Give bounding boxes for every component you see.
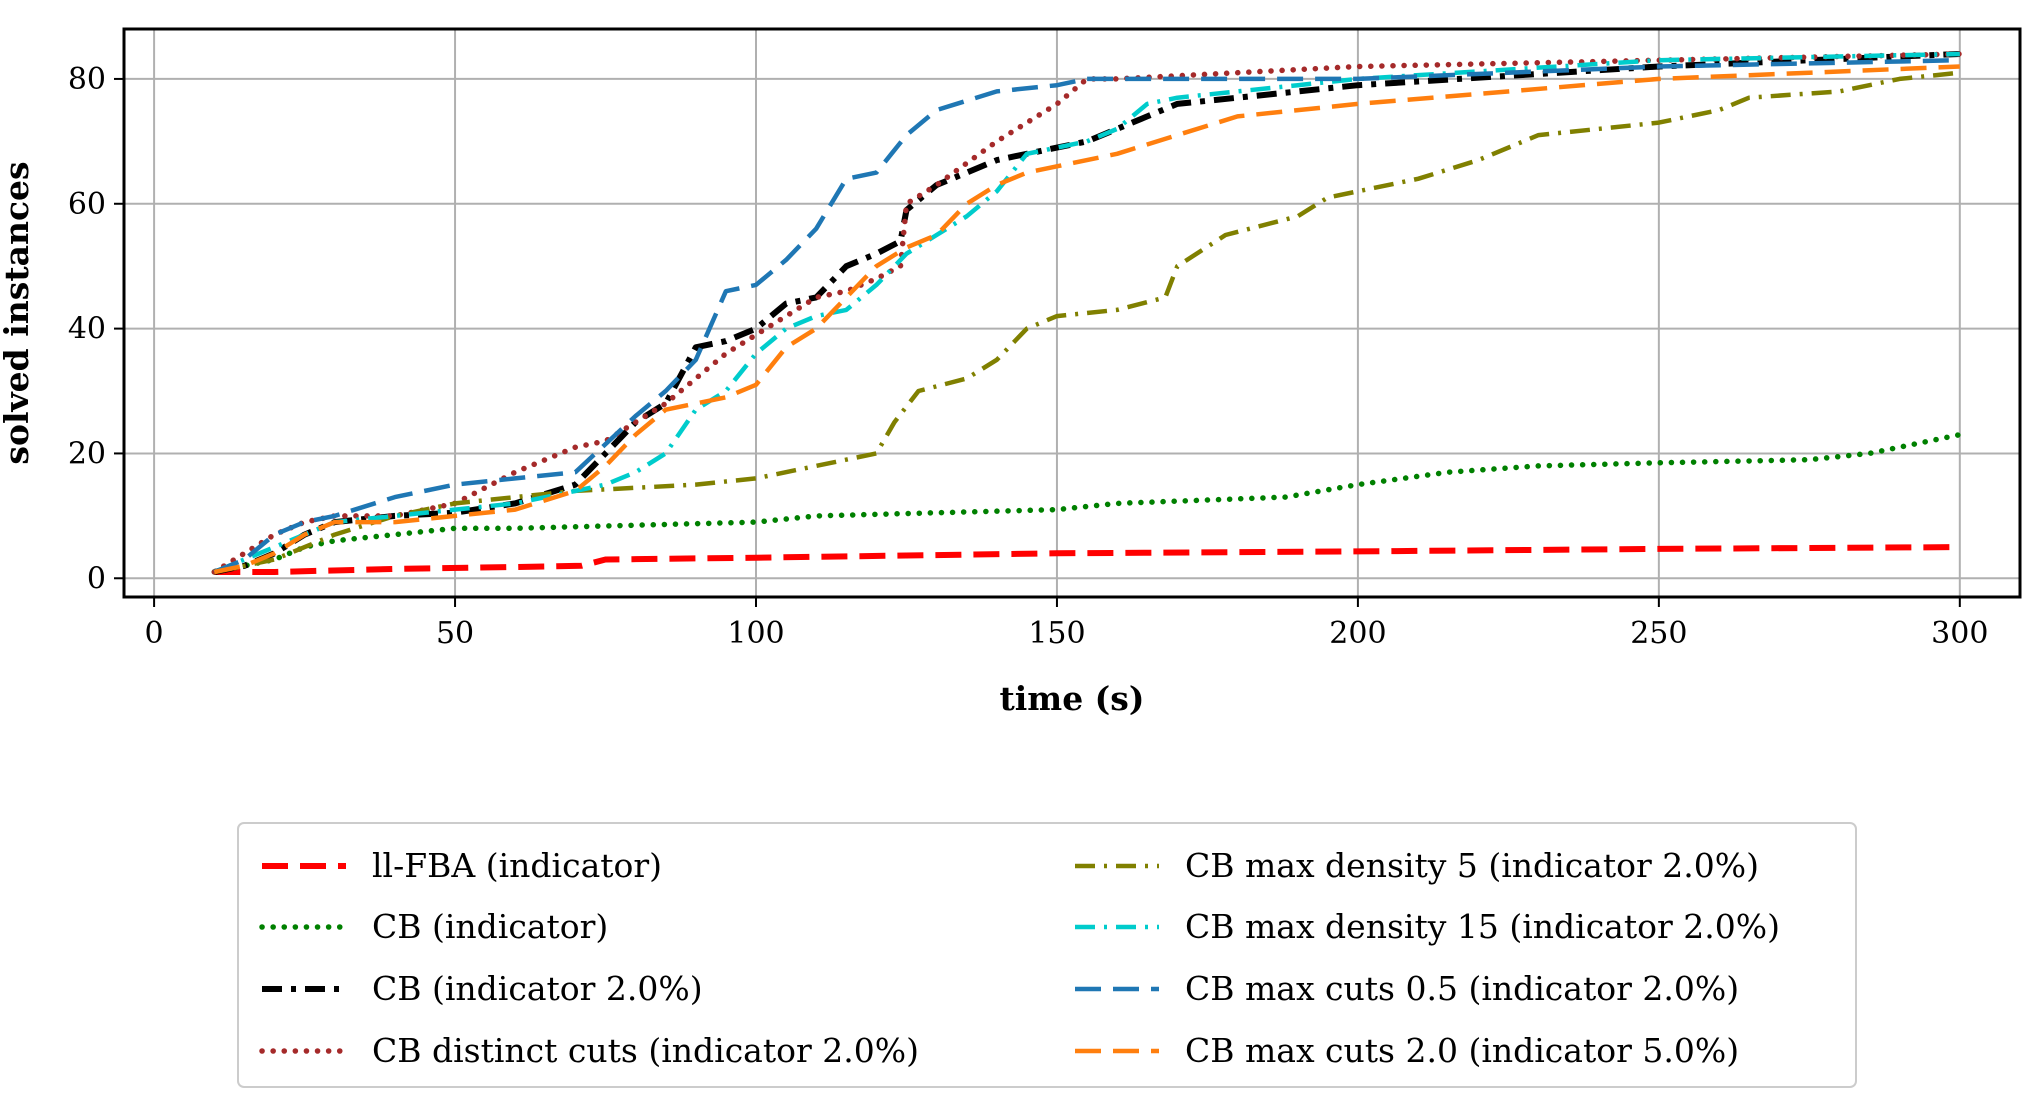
legend-label: CB (indicator 2.0%) (372, 969, 703, 1008)
legend-label: CB distinct cuts (indicator 2.0%) (372, 1031, 919, 1070)
legend-label: CB max density 15 (indicator 2.0%) (1185, 907, 1780, 946)
series-line-6 (213, 51, 1960, 575)
x-tick-label: 250 (1630, 616, 1687, 651)
x-axis-title: time (s) (1000, 679, 1145, 718)
x-tick-label: 200 (1329, 616, 1386, 651)
x-tick-label: 300 (1931, 616, 1988, 651)
legend: ll-FBA (indicator) CB (indicator) CB (indi… (237, 822, 1857, 1088)
axis-ticks: 0 50 100 150 200 250 300 0 20 40 60 80 (68, 62, 1989, 651)
y-tick-label: 40 (68, 312, 106, 347)
legend-label: CB max cuts 2.0 (indicator 5.0%) (1185, 1031, 1739, 1070)
y-tick-label: 60 (68, 187, 106, 222)
y-tick-label: 80 (68, 62, 106, 97)
x-tick-label: 50 (436, 616, 474, 651)
grid-lines (124, 29, 2020, 597)
x-tick-label: 100 (727, 616, 784, 651)
legend-label: CB max density 5 (indicator 2.0%) (1185, 846, 1759, 885)
series-line-1 (214, 544, 1960, 575)
series-lines (211, 51, 1963, 575)
y-axis-title: solved instances (0, 161, 36, 464)
x-tick-label: 0 (145, 616, 164, 651)
x-tick-label: 150 (1028, 616, 1085, 651)
legend-label: CB max cuts 0.5 (indicator 2.0%) (1185, 969, 1739, 1008)
legend-box (237, 822, 1857, 1088)
legend-label: ll-FBA (indicator) (372, 846, 662, 885)
y-tick-label: 20 (68, 436, 106, 471)
series-line-4 (211, 51, 1963, 575)
legend-label: CB (indicator) (372, 907, 608, 946)
series-line-8 (213, 64, 1960, 575)
plot-frame (122, 27, 2022, 599)
series-line-5 (213, 70, 1961, 575)
y-tick-label: 0 (87, 561, 106, 596)
